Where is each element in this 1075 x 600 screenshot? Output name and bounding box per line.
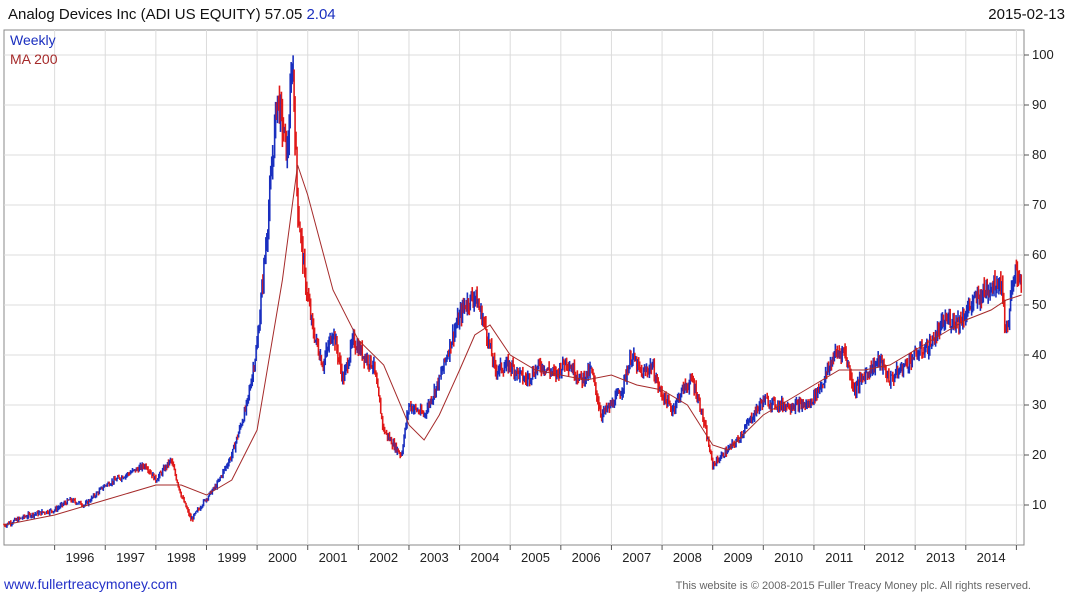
y-tick-label: 40 xyxy=(1032,347,1046,362)
legend-item: Weekly xyxy=(10,32,56,48)
x-tick-label: 2008 xyxy=(673,550,702,565)
x-tick-label: 2006 xyxy=(572,550,601,565)
x-tick-label: 2009 xyxy=(724,550,753,565)
price-change: 2.04 xyxy=(306,6,336,23)
footer-site-link[interactable]: www.fullertreacymoney.com xyxy=(4,576,178,592)
x-tick-label: 2000 xyxy=(268,550,297,565)
x-tick-label: 2013 xyxy=(926,550,955,565)
chart-title-text: Analog Devices Inc (ADI US EQUITY) 57.05 xyxy=(8,6,303,23)
y-tick-label: 10 xyxy=(1032,497,1046,512)
y-tick-label: 90 xyxy=(1032,97,1046,112)
legend-item: MA 200 xyxy=(10,51,58,67)
y-tick-label: 30 xyxy=(1032,397,1046,412)
y-tick-label: 80 xyxy=(1032,147,1046,162)
x-tick-label: 1996 xyxy=(65,550,94,565)
x-tick-label: 2011 xyxy=(825,550,853,565)
x-tick-label: 2010 xyxy=(774,550,803,565)
x-tick-label: 1999 xyxy=(217,550,246,565)
x-tick-label: 2005 xyxy=(521,550,550,565)
plot-area xyxy=(3,29,1025,546)
y-tick-label: 20 xyxy=(1032,447,1046,462)
x-tick-label: 2003 xyxy=(420,550,449,565)
y-tick-label: 100 xyxy=(1032,47,1054,62)
x-tick-label: 2004 xyxy=(470,550,499,565)
footer-copyright: This website is © 2008-2015 Fuller Treac… xyxy=(675,580,1031,592)
x-tick-label: 2012 xyxy=(875,550,904,565)
x-tick-label: 2014 xyxy=(977,550,1006,565)
x-tick-label: 1997 xyxy=(116,550,145,565)
chart-date: 2015-02-13 xyxy=(988,6,1065,23)
y-tick-label: 70 xyxy=(1032,197,1046,212)
y-tick-label: 60 xyxy=(1032,247,1046,262)
x-tick-label: 1998 xyxy=(167,550,196,565)
y-tick-label: 50 xyxy=(1032,297,1046,312)
chart-title: Analog Devices Inc (ADI US EQUITY) 57.05… xyxy=(8,6,336,23)
x-tick-label: 2007 xyxy=(622,550,651,565)
x-tick-label: 2002 xyxy=(369,550,398,565)
x-tick-label: 2001 xyxy=(319,550,348,565)
ma200-line xyxy=(3,164,1022,526)
